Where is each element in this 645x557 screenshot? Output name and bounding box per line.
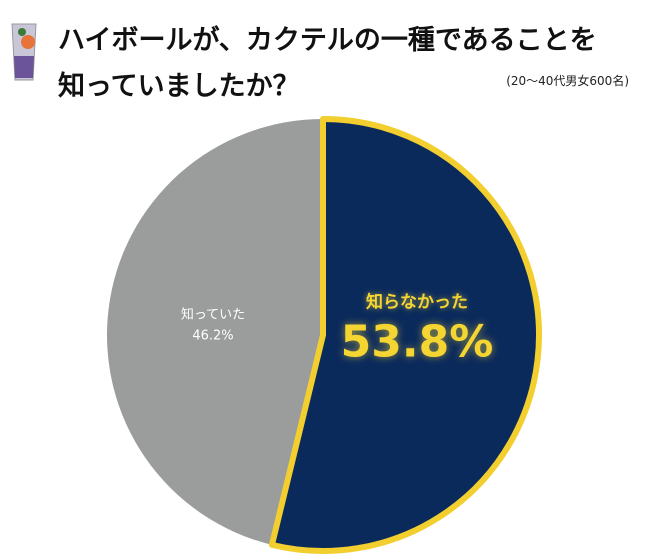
title-line-1: ハイボールが、カクテルの一種であることを xyxy=(58,25,597,56)
cocktail-glass-icon xyxy=(11,23,37,81)
chart-title: ハイボールが、カクテルの一種であることを 知っていましたか？ xyxy=(58,18,628,110)
title-line-2: 知っていましたか？ xyxy=(58,71,300,102)
slice-value-knew: 46.2% xyxy=(192,328,234,344)
slice-label-knew: 知っていた xyxy=(180,307,246,323)
slice-value-didnt-know: 53.8% xyxy=(340,316,494,368)
pie-slice-0 xyxy=(268,116,542,554)
sample-note: (20〜40代男女600名) xyxy=(506,74,629,88)
slice-label-didnt-know: 知らなかった xyxy=(366,292,468,313)
pie-slice-1 xyxy=(107,119,323,545)
